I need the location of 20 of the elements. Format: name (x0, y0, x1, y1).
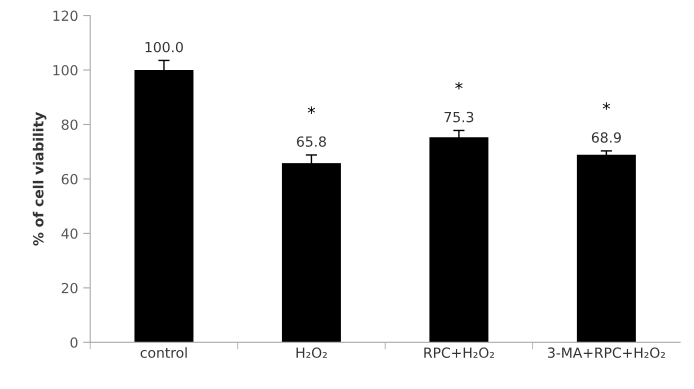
x-tick-label: control (140, 347, 187, 358)
y-tick-label: 0 (70, 337, 78, 348)
y-tick-label: 80 (62, 119, 78, 130)
y-tick-label: 20 (62, 282, 78, 294)
x-tick-label: 3-MA+RPC+H₂O₂ (548, 347, 665, 358)
data-label: 68.9 (592, 132, 621, 143)
annotation: * (308, 106, 316, 114)
data-label: 75.3 (444, 112, 474, 122)
y-tick-label: 60 (62, 174, 78, 184)
bar (576, 154, 636, 342)
y-tick-label: 40 (61, 228, 78, 239)
annotation: * (455, 82, 463, 90)
x-tick-label: RPC+H₂O₂ (424, 347, 494, 358)
y-tick-label: 120 (53, 10, 78, 22)
y-tick-label: 100 (53, 64, 78, 76)
annotation: * (602, 102, 610, 110)
data-label: 65.8 (296, 136, 326, 147)
data-label: 100.0 (146, 42, 183, 52)
y-axis-title: % of cell viability (32, 112, 46, 246)
x-tick-label: H₂O₂ (296, 347, 327, 358)
